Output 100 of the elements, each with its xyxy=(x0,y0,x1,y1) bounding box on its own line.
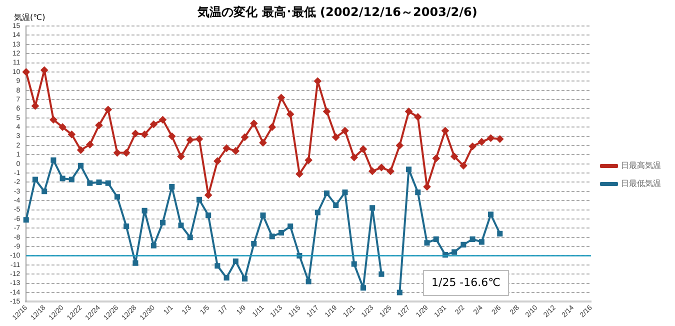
legend-label: 日最低気温 xyxy=(621,179,661,188)
point xyxy=(124,224,130,230)
point xyxy=(460,162,467,170)
point xyxy=(305,156,312,164)
point xyxy=(460,242,466,248)
point xyxy=(251,241,257,247)
point xyxy=(150,242,156,248)
point xyxy=(77,146,84,154)
point xyxy=(23,217,29,223)
point xyxy=(214,158,221,165)
point xyxy=(370,205,376,211)
point xyxy=(333,202,339,208)
point xyxy=(178,152,185,160)
point xyxy=(96,122,103,129)
point xyxy=(132,260,138,266)
y-axis-title: 気温(℃) xyxy=(14,12,46,23)
point xyxy=(396,290,402,296)
point xyxy=(396,142,404,149)
point xyxy=(59,124,66,131)
point xyxy=(232,147,240,154)
point xyxy=(187,234,193,240)
point xyxy=(414,113,422,120)
point xyxy=(378,164,385,172)
point xyxy=(360,285,366,291)
point xyxy=(342,127,349,134)
point xyxy=(132,130,139,138)
point xyxy=(260,212,266,218)
point xyxy=(68,130,76,138)
point xyxy=(314,210,320,216)
point xyxy=(306,278,312,284)
point xyxy=(122,149,130,156)
point xyxy=(296,170,303,178)
point xyxy=(470,236,476,242)
point xyxy=(323,108,330,115)
point xyxy=(469,142,476,150)
point xyxy=(68,176,74,182)
point xyxy=(232,258,238,264)
point xyxy=(150,120,158,128)
legend-label: 日最高気温 xyxy=(621,161,661,170)
point xyxy=(387,168,394,175)
point xyxy=(224,275,230,281)
point xyxy=(223,144,230,152)
point xyxy=(406,166,412,172)
point xyxy=(278,94,285,102)
point xyxy=(269,234,275,240)
point xyxy=(86,141,94,148)
point xyxy=(186,136,194,144)
point xyxy=(286,110,294,118)
point xyxy=(424,240,430,246)
annotation: 1/25 -16.6℃ xyxy=(423,270,509,296)
point xyxy=(114,149,121,156)
point xyxy=(204,192,212,199)
point xyxy=(22,68,30,76)
point xyxy=(452,249,458,255)
point xyxy=(350,154,358,161)
point xyxy=(160,220,166,226)
point xyxy=(496,136,504,143)
point xyxy=(351,261,357,267)
point xyxy=(314,78,322,85)
point xyxy=(497,230,503,236)
point xyxy=(342,190,348,196)
point xyxy=(488,212,494,218)
point xyxy=(40,66,48,74)
point xyxy=(415,190,421,196)
point xyxy=(168,132,176,140)
point xyxy=(478,138,486,146)
point xyxy=(104,106,112,114)
point xyxy=(250,120,258,127)
point xyxy=(432,154,440,162)
point xyxy=(278,230,284,236)
point xyxy=(332,134,340,141)
point xyxy=(105,180,111,186)
point xyxy=(114,194,120,200)
point xyxy=(60,176,66,182)
point xyxy=(178,222,184,228)
point xyxy=(324,190,330,196)
chart-title: 気温の変化 最高･最低 (2002/12/16～2003/2/6) xyxy=(198,5,478,19)
point xyxy=(214,263,220,269)
point xyxy=(169,184,175,190)
point xyxy=(360,146,367,153)
point xyxy=(42,188,48,194)
point xyxy=(424,183,430,190)
point xyxy=(196,136,203,143)
point xyxy=(368,168,376,175)
point xyxy=(260,139,267,146)
point xyxy=(405,108,412,115)
point xyxy=(159,116,166,124)
point xyxy=(50,116,57,124)
point xyxy=(288,224,294,230)
point xyxy=(242,276,248,282)
point xyxy=(196,196,202,202)
point xyxy=(268,124,276,131)
point xyxy=(478,239,484,245)
point xyxy=(141,130,148,138)
point xyxy=(87,180,93,186)
point xyxy=(241,134,248,141)
point xyxy=(142,208,148,214)
point xyxy=(50,157,56,163)
point xyxy=(450,152,458,160)
point xyxy=(442,127,449,134)
